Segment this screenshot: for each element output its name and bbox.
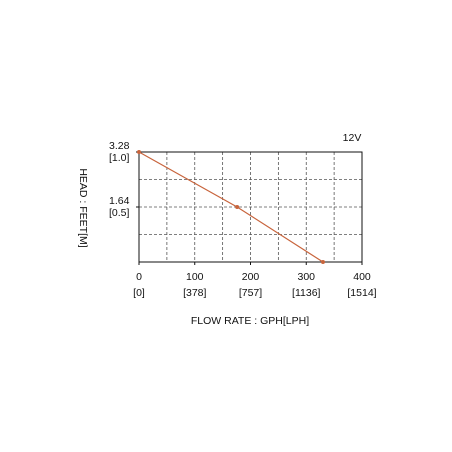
y-tick-sublabel: [1.0] (109, 152, 130, 164)
point (235, 205, 240, 209)
x-tick-sublabel: [0] (133, 287, 145, 299)
x-axis-title: FLOW RATE : GPH[LPH] (191, 315, 309, 327)
y-tick-sublabel: [0.5] (109, 207, 130, 219)
x-tick-sublabel: [1514] (347, 287, 376, 299)
x-tick-label: 300 (297, 271, 315, 283)
annotation: 12V (343, 132, 362, 144)
x-tick-sublabel: [1136] (292, 287, 320, 299)
x-tick-label: 200 (242, 271, 260, 283)
y-axis-title: HEAD : FEET[M] (77, 168, 89, 247)
y-tick-label: 3.28 (109, 140, 130, 152)
x-tick-label: 400 (353, 271, 371, 283)
x-tick-sublabel: [757] (239, 287, 262, 299)
y-tick-label: 1.64 (109, 195, 130, 207)
point (137, 150, 141, 154)
x-tick-sublabel: [378] (183, 287, 206, 299)
x-tick-label: 0 (136, 271, 142, 283)
x-tick-label: 100 (186, 271, 204, 283)
point (320, 260, 325, 264)
